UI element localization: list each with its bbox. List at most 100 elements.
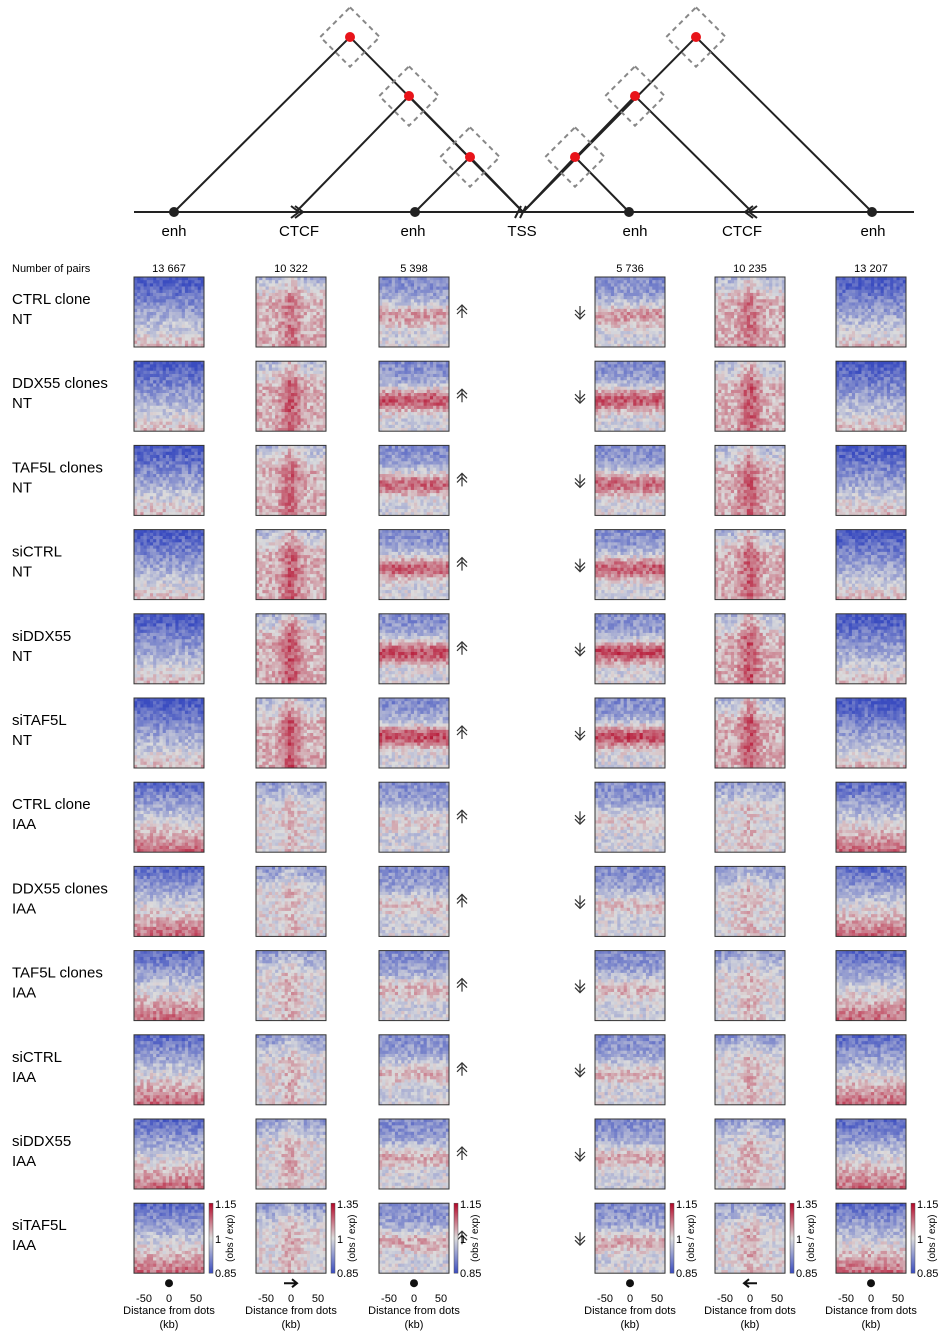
heatmap-cell [718, 312, 722, 316]
heatmap-cell [630, 334, 634, 338]
heatmap-cell [188, 299, 192, 303]
heatmap-cell [162, 308, 167, 313]
heatmap-cell [291, 337, 295, 341]
heatmap-cell [639, 286, 644, 291]
heatmap [133, 276, 205, 348]
heatmap-cell [275, 377, 279, 381]
heatmap-cell [200, 312, 205, 316]
heatmap-cell [652, 289, 656, 294]
heatmap-cell [322, 312, 327, 316]
heatmap-cell [442, 283, 447, 287]
heatmap-cell [303, 383, 308, 387]
heatmap-cell [661, 386, 666, 391]
heatmap-cell [322, 315, 327, 319]
heatmap-cell [134, 386, 138, 391]
heatmap-cell [607, 289, 612, 294]
heatmap-cell [620, 428, 624, 432]
heatmap-cell [423, 396, 428, 400]
heatmap-cell [436, 334, 440, 338]
heatmap-cell [398, 286, 402, 291]
heatmap-cell [842, 315, 846, 319]
heatmap-cell [753, 327, 757, 332]
heatmap-cell [598, 428, 602, 432]
heatmap-cell [262, 415, 266, 419]
heatmap-cell [839, 343, 843, 348]
heatmap-cell [137, 380, 141, 384]
heatmap-cell [194, 327, 198, 332]
heatmap-cell [727, 361, 732, 365]
heatmap-cell [433, 321, 437, 326]
heatmap-cell [734, 289, 738, 294]
heatmap-cell [442, 327, 447, 332]
heatmap-cell [149, 327, 154, 332]
heatmap-cell [175, 277, 179, 281]
heatmap-cell [137, 402, 141, 407]
heatmap-cell [262, 277, 266, 281]
heatmap-cell [401, 383, 405, 387]
heatmap-cell [303, 299, 308, 303]
heatmap-cell [439, 321, 443, 326]
heatmap-cell [871, 277, 875, 281]
loop-dots [345, 32, 701, 162]
heatmap-cell [756, 277, 760, 281]
heatmap-cell [902, 318, 907, 322]
heatmap-cell [630, 289, 634, 294]
heatmap-cell [645, 418, 650, 422]
row-label-line2: NT [12, 564, 32, 581]
heatmap-cell [661, 308, 666, 313]
heatmap-cell [287, 312, 292, 316]
heatmap-cell [604, 305, 609, 310]
heatmap-cell [300, 315, 305, 319]
heatmap-cell [265, 296, 270, 300]
heatmap-cell [746, 364, 751, 368]
heatmap-cell [639, 299, 644, 303]
heatmap-cell [727, 343, 732, 348]
heatmap-cell [730, 305, 735, 310]
heatmap-cell [278, 292, 282, 297]
heatmap-cell [642, 343, 647, 348]
heatmap-cell [188, 334, 192, 338]
heatmap-cell [762, 302, 767, 306]
heatmap-cell [165, 280, 170, 284]
heatmap-cell [322, 389, 327, 394]
heatmap-cell [607, 415, 612, 419]
heatmap-cell [172, 302, 176, 306]
heatmap-cell [414, 364, 418, 368]
heatmap-cell [140, 299, 144, 303]
heatmap-cell [639, 415, 644, 419]
heatmap-cell [191, 361, 195, 365]
heatmap-cell [636, 327, 640, 332]
heatmap-cell [156, 373, 160, 378]
heatmap-cell [278, 377, 282, 381]
heatmap-cell [607, 370, 612, 375]
heatmap-cell [165, 383, 170, 387]
heatmap-cell [184, 318, 189, 322]
heatmap-cell [284, 373, 289, 378]
heatmap-cell [165, 396, 170, 400]
heatmap-cell [436, 428, 440, 432]
heatmap-cell [426, 343, 431, 348]
heatmap-cell [159, 367, 163, 372]
heatmap-cell [156, 343, 160, 348]
heatmap-cell [134, 383, 138, 387]
heatmap-cell [134, 343, 138, 348]
heatmap-cell [715, 318, 719, 322]
heatmap-cell [256, 367, 260, 372]
heatmap-cell [322, 340, 327, 345]
heatmap-cell [287, 318, 292, 322]
heatmap-cell [404, 389, 408, 394]
heatmap-cell [191, 393, 195, 397]
heatmap-cell [420, 402, 424, 407]
heatmap-cell [265, 334, 270, 338]
heatmap-cell [313, 289, 317, 294]
heatmap-cell [433, 308, 437, 313]
heatmap-cell [877, 331, 881, 335]
heatmap-cell [391, 386, 396, 391]
heatmap-cell [191, 315, 195, 319]
heatmap-cell [727, 364, 732, 368]
heatmap-cell [781, 337, 786, 341]
heatmap-cell [388, 415, 393, 419]
heatmap-cell [159, 334, 163, 338]
heatmap-cell [194, 386, 198, 391]
heatmap-cell [281, 315, 285, 319]
